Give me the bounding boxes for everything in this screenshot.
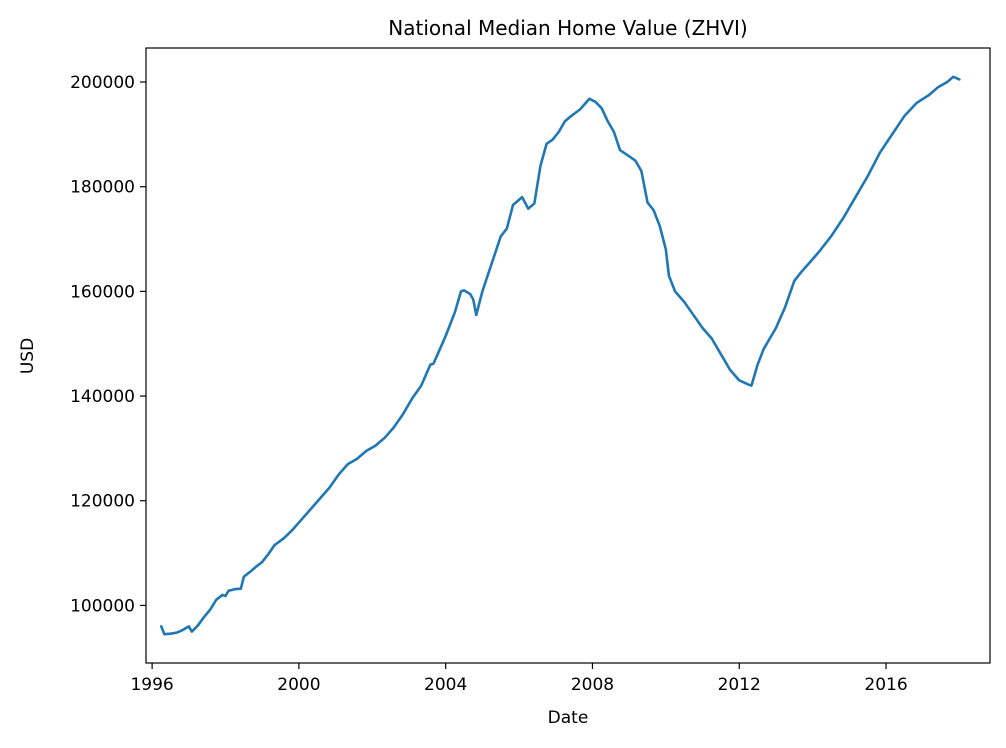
y-axis: 100000 120000 140000 160000 180000 200000 bbox=[70, 73, 146, 616]
plot-frame bbox=[145, 47, 991, 664]
x-tick-label: 2016 bbox=[864, 675, 907, 695]
x-axis: 1996 2000 2004 2008 2012 2016 bbox=[130, 663, 908, 695]
x-tick-label: 2004 bbox=[424, 675, 467, 695]
x-tick-label: 1996 bbox=[130, 675, 173, 695]
chart-title: National Median Home Value (ZHVI) bbox=[388, 16, 747, 40]
y-tick-label: 160000 bbox=[70, 282, 135, 302]
y-tick-label: 200000 bbox=[70, 73, 135, 93]
y-tick-label: 180000 bbox=[70, 178, 135, 198]
x-axis-label: Date bbox=[548, 708, 589, 728]
y-tick-label: 120000 bbox=[70, 492, 135, 512]
x-tick-label: 2000 bbox=[277, 675, 320, 695]
x-tick-label: 2008 bbox=[571, 675, 614, 695]
plot-area bbox=[146, 48, 990, 663]
y-axis-label: USD bbox=[18, 338, 38, 374]
y-tick-label: 140000 bbox=[70, 387, 135, 407]
series-line bbox=[159, 75, 961, 636]
y-tick-label: 100000 bbox=[70, 596, 135, 616]
x-tick-label: 2012 bbox=[718, 675, 761, 695]
